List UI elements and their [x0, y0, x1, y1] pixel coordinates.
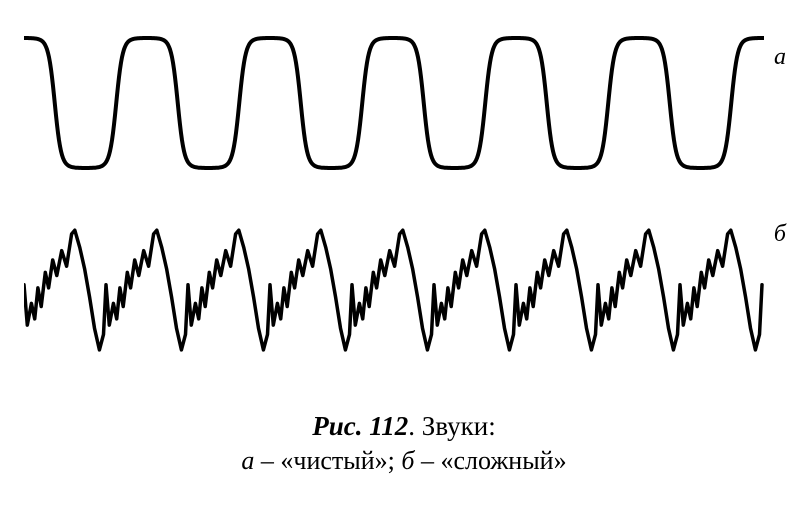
caption-line-2: а – «чистый»; б – «сложный» — [0, 446, 808, 476]
caption-part-a-letter: а — [241, 446, 254, 475]
figure-container: а б Рис. 112. Звуки: а – «чистый»; б – «… — [0, 18, 808, 521]
caption-part-b-letter: б — [401, 446, 414, 475]
figure-caption: Рис. 112. Звуки: а – «чистый»; б – «слож… — [0, 411, 808, 476]
panel-label-a: а — [774, 44, 786, 71]
wave-panel-b: б — [24, 213, 784, 383]
wave-panel-a: а — [24, 18, 784, 193]
wave-b-svg — [24, 213, 764, 373]
caption-line-1: Рис. 112. Звуки: — [0, 411, 808, 442]
panel-label-b: б — [774, 221, 786, 248]
caption-part-b-desc: – «сложный» — [414, 446, 566, 475]
caption-title-suffix: . Звуки: — [408, 411, 495, 441]
caption-part-a-desc: – «чистый»; — [254, 446, 401, 475]
wave-a-svg — [24, 18, 764, 188]
caption-fig-label: Рис. 112 — [312, 411, 408, 441]
